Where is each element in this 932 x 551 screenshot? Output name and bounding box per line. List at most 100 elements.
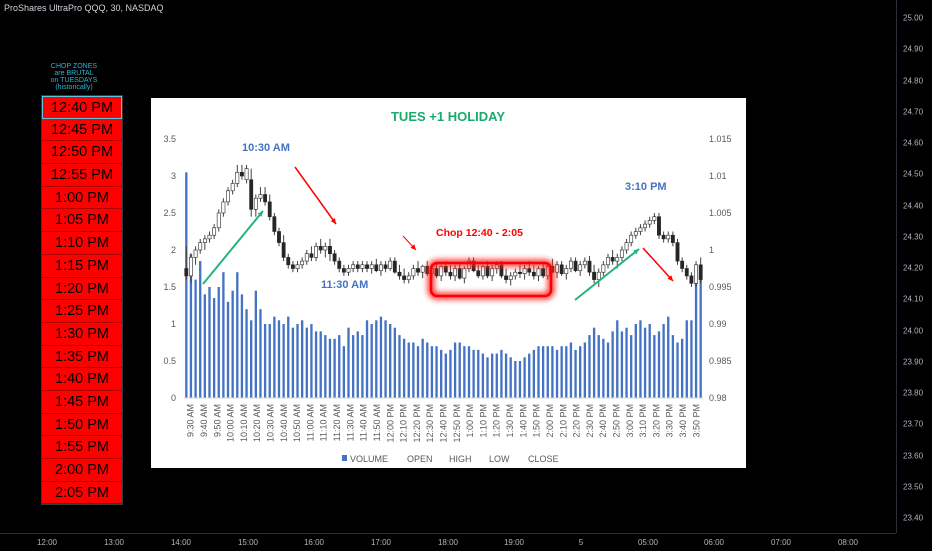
candle-body (684, 268, 689, 277)
volume-bar (236, 272, 239, 398)
volume-bar (185, 172, 188, 398)
x-tick-label: 2:00 PM (545, 404, 555, 438)
candle-body (564, 268, 569, 274)
chop-time-item: 1:55 PM (42, 436, 122, 459)
candle-body (193, 249, 198, 258)
x-tick-label: 1:50 PM (532, 404, 542, 438)
candle-body (578, 264, 583, 272)
price-axis-label: 24.20 (903, 263, 924, 273)
y-right-tick-label: 0.99 (709, 319, 727, 329)
y-right-tick-label: 1.01 (709, 171, 727, 181)
candle-body (448, 271, 453, 277)
x-tick-label: 10:10 AM (239, 404, 249, 442)
volume-bar (421, 338, 424, 398)
volume-bar (407, 342, 410, 398)
volume-bar (449, 349, 452, 398)
volume-bar (477, 349, 480, 398)
y-right-tick-label: 1.015 (709, 134, 732, 144)
time-axis-label: 12:00 (36, 538, 58, 547)
volume-bar (226, 301, 230, 398)
candle-body (341, 268, 346, 273)
chart-panel: TUES +1 HOLIDAY 0 0.5 1 1.5 2 2.5 3 3.5 0.98 0.985… (151, 98, 746, 468)
candle-body (202, 238, 207, 243)
y-right-tick-label: 1 (709, 245, 714, 255)
candle-body (531, 271, 536, 277)
price-axis-label: 24.80 (903, 76, 924, 85)
time-axis[interactable]: 12:00 13:00 14:00 15:00 16:00 17:00 18:00 19:00… (0, 533, 896, 551)
y-left-tick-label: 1.5 (163, 282, 176, 292)
candle-body (360, 264, 365, 269)
candle-body (277, 231, 281, 243)
volume-bar (509, 357, 512, 398)
volume-bar (347, 327, 350, 398)
volume-bar (630, 335, 633, 398)
annotation-chop: Chop 12:40 - 2:05 (436, 227, 523, 239)
candle-body (596, 271, 601, 280)
arrow-down-red-2-shaft (642, 247, 674, 282)
x-tick-label: 12:40 PM (439, 404, 449, 443)
volume-bar (472, 349, 475, 398)
candle-body (309, 253, 314, 258)
arrow-down-red-1-shaft (294, 166, 337, 225)
chop-time-item: 12:40 PM (42, 96, 122, 119)
x-tick-label: 11:50 AM (372, 404, 382, 441)
candle-body (388, 260, 393, 269)
volume-bar (314, 331, 318, 398)
volume-bar (342, 346, 346, 398)
candle-body (569, 260, 573, 269)
price-axis-label: 24.70 (903, 107, 924, 117)
volume-bar (685, 320, 688, 398)
y-left-tick-label: 2.5 (163, 208, 176, 218)
candle-body (675, 242, 680, 262)
candle-body (379, 264, 383, 272)
volume-bar (694, 268, 698, 398)
candle-body (541, 268, 546, 277)
candle-body (253, 197, 258, 210)
chop-time-list: 12:40 PM 12:45 PM 12:50 PM 12:55 PM 1:00 PM 1… (41, 95, 123, 506)
annotation-310: 3:10 PM (625, 181, 667, 193)
volume-bar (579, 346, 582, 398)
time-axis-label: 08:00 (837, 538, 859, 547)
volume-bar (537, 346, 540, 398)
arrow-up-green-2-shaft (574, 248, 640, 301)
price-axis[interactable]: 25.00 24.90 24.80 24.70 24.60 24.50 24.40 24.30… (896, 0, 932, 533)
legend-entry: CLOSE (528, 454, 559, 464)
volume-bar (551, 346, 554, 398)
x-tick-label: 3:50 PM (691, 404, 701, 438)
x-tick-label: 11:20 AM (332, 404, 342, 441)
arrow-down-red-small-head (410, 244, 416, 250)
symbol-title: ProShares UltraPro QQQ, 30, NASDAQ (4, 3, 164, 13)
volume-bar (602, 338, 605, 398)
volume-bar (231, 290, 234, 398)
candle-body (304, 253, 309, 262)
x-tick-label: 12:20 PM (412, 404, 422, 443)
chop-time-item: 1:00 PM (42, 186, 122, 210)
arrow-down-red-2 (642, 247, 674, 282)
candle-body (240, 172, 244, 177)
arrow-up-green-2 (574, 248, 640, 301)
candle-body (346, 268, 351, 273)
chop-zone-note: CHOP ZONES are BRUTAL on TUESDAYS (historic… (40, 63, 108, 91)
volume-bar (662, 324, 665, 398)
legend-entry: HIGH (449, 454, 472, 464)
chop-note-line: CHOP ZONES (50, 63, 98, 70)
volume-bar (463, 346, 466, 398)
volume-bar (523, 357, 526, 398)
chop-time-item: 1:10 PM (42, 232, 122, 255)
x-tick-label: 11:10 AM (319, 404, 329, 441)
volume-bar (546, 346, 549, 398)
volume-bar (565, 346, 568, 398)
price-axis-label: 23.70 (903, 419, 924, 429)
y-right-tick-label: 0.995 (709, 282, 732, 292)
arrow-up-green-1 (202, 210, 264, 285)
volume-bar (430, 346, 434, 398)
volume-bar (486, 357, 489, 398)
candle-body (513, 271, 518, 277)
x-tick-label: 1:30 PM (505, 404, 515, 438)
volume-bar (491, 353, 494, 398)
arrow-down-red-1 (294, 166, 337, 225)
candle-body (527, 268, 532, 273)
candle-body (318, 246, 323, 251)
x-tick-label: 10:50 AM (292, 404, 302, 442)
chop-time-item: 1:25 PM (42, 300, 122, 323)
